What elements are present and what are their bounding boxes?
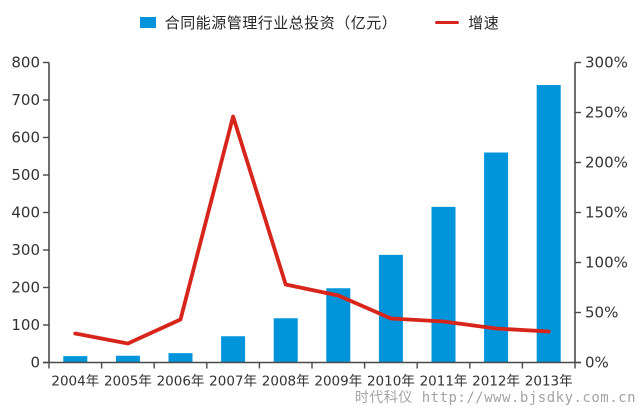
x-axis-label: 2012年	[472, 374, 520, 390]
legend-item-investment: 合同能源管理行业总投资（亿元）	[139, 12, 398, 33]
bar-2004	[63, 356, 88, 363]
x-axis-label: 2009年	[314, 374, 362, 390]
y-left-tick-label: 200	[11, 279, 40, 297]
growth-line	[73, 114, 551, 346]
y-right-tick-label: 200%	[585, 154, 628, 172]
y-right-tick-label: 100%	[585, 254, 628, 272]
x-axis-label: 2005年	[104, 374, 152, 390]
chart-legend: 合同能源管理行业总投资（亿元） 增速	[0, 12, 639, 33]
bar-2006	[168, 353, 193, 363]
bar-2007	[221, 336, 246, 363]
legend-line-growth-icon	[435, 20, 460, 25]
legend-item-growth: 增速	[435, 12, 499, 33]
y-right-tick-label: 250%	[585, 104, 628, 122]
y-right-tick-label: 300%	[585, 54, 628, 72]
x-axis-label: 2006年	[157, 374, 205, 390]
y-left-tick-label: 800	[11, 54, 40, 72]
legend-label-investment: 合同能源管理行业总投资（亿元）	[164, 14, 398, 32]
x-axis-label: 2007年	[209, 374, 257, 390]
x-axis-label: 2013年	[525, 374, 573, 390]
watermark-text: 时代科仪 http://www.bjsdky.com.cn	[354, 390, 636, 406]
legend-square-investment-icon	[139, 17, 156, 28]
x-axis-label: 2004年	[51, 374, 99, 390]
x-axis-label: 2011年	[420, 374, 468, 390]
bar-2005	[115, 355, 140, 363]
bar-2010	[378, 254, 403, 363]
y-left-tick-label: 600	[11, 129, 40, 147]
bar-2011	[431, 206, 456, 363]
y-left-tick-label: 500	[11, 166, 40, 184]
bar-2013	[536, 85, 561, 363]
y-left-tick-label: 300	[11, 241, 40, 259]
y-right-tick-label: 150%	[585, 204, 628, 222]
legend-label-growth: 增速	[468, 14, 500, 32]
y-right-tick-label: 0%	[585, 354, 609, 372]
y-left-tick-label: 700	[11, 91, 40, 109]
y-right-tick-label: 50%	[585, 304, 618, 322]
bar-2012	[484, 152, 509, 363]
y-left-tick-label: 400	[11, 204, 40, 222]
x-axis-label: 2008年	[262, 374, 310, 390]
x-axis-label: 2010年	[367, 374, 415, 390]
y-left-tick-label: 0	[30, 354, 40, 372]
bar-2008	[273, 318, 298, 363]
y-left-tick-label: 100	[11, 316, 40, 334]
